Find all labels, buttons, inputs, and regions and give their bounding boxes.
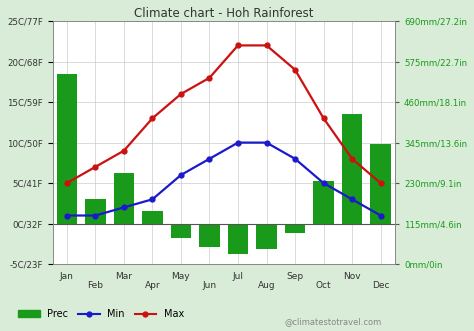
Text: Mar: Mar bbox=[115, 272, 132, 281]
Bar bbox=[114, 172, 134, 224]
Text: May: May bbox=[172, 272, 190, 281]
Bar bbox=[142, 211, 163, 224]
Text: Oct: Oct bbox=[316, 281, 331, 290]
Text: Sep: Sep bbox=[286, 272, 304, 281]
Text: Jan: Jan bbox=[60, 272, 74, 281]
Bar bbox=[85, 199, 106, 224]
Bar bbox=[256, 224, 277, 249]
Bar bbox=[342, 115, 363, 224]
Text: Jun: Jun bbox=[202, 281, 217, 290]
Bar bbox=[285, 224, 305, 233]
Text: Feb: Feb bbox=[87, 281, 103, 290]
Text: @climatestotravel.com: @climatestotravel.com bbox=[284, 317, 382, 326]
Bar bbox=[370, 144, 391, 224]
Text: Nov: Nov bbox=[343, 272, 361, 281]
Bar bbox=[313, 181, 334, 224]
Bar bbox=[228, 224, 248, 254]
Legend: Prec, Min, Max: Prec, Min, Max bbox=[14, 305, 188, 323]
Text: Dec: Dec bbox=[372, 281, 389, 290]
Title: Climate chart - Hoh Rainforest: Climate chart - Hoh Rainforest bbox=[134, 7, 313, 20]
Bar bbox=[171, 224, 191, 238]
Text: Aug: Aug bbox=[258, 281, 275, 290]
Bar bbox=[199, 224, 220, 247]
Text: Jul: Jul bbox=[232, 272, 244, 281]
Bar bbox=[56, 74, 77, 224]
Text: Apr: Apr bbox=[145, 281, 160, 290]
